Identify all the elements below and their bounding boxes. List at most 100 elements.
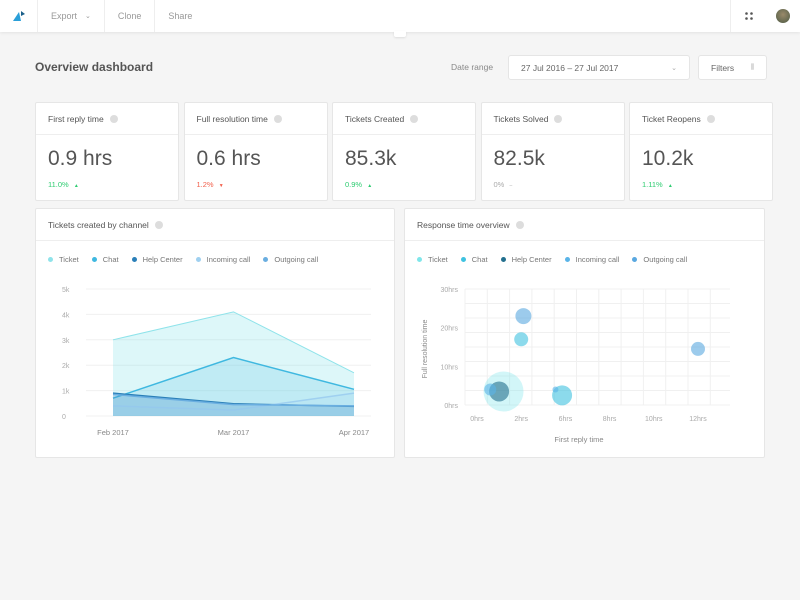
legend-item[interactable]: Chat <box>460 255 488 264</box>
help-icon[interactable] <box>515 220 524 229</box>
metric-label: Tickets Solved <box>493 113 549 124</box>
help-icon[interactable] <box>109 114 118 123</box>
legend-dot-icon <box>460 257 466 262</box>
x-tick-label: 8hrs <box>603 416 617 423</box>
top-bar: Export ⌄ Clone Share <box>0 0 800 32</box>
series-line <box>112 393 355 407</box>
help-icon[interactable] <box>554 114 563 123</box>
metric-value: 0.9 hrs <box>48 147 113 170</box>
bubble <box>484 383 497 396</box>
sliders-icon: ⫼ <box>750 63 754 71</box>
legend-item[interactable]: Outgoing call <box>263 255 318 264</box>
legend-item[interactable]: Help Center <box>131 255 183 264</box>
legend-dot-icon <box>632 257 638 262</box>
panel-title: Response time overview <box>417 219 510 230</box>
filters-label: Filters <box>711 62 735 73</box>
trend-up-icon: ▲ <box>367 183 373 189</box>
y-tick-label: 20hrs <box>440 326 458 333</box>
export-menu[interactable]: Export ⌄ <box>38 0 105 32</box>
logo-icon <box>12 11 25 21</box>
help-icon[interactable] <box>154 220 163 229</box>
metric-label: Ticket Reopens <box>642 113 701 124</box>
legend-label: Help Center <box>142 255 183 264</box>
metric-label: Tickets Created <box>345 113 405 124</box>
x-tick-label: Feb 2017 <box>97 428 129 437</box>
channel-chart-panel: Tickets created by channel Ticket Chat Hel… <box>35 208 395 458</box>
trend-down-icon: ▼ <box>218 183 224 189</box>
y-tick-label: 0 <box>62 414 66 421</box>
legend-item[interactable]: Help Center <box>500 255 552 264</box>
chevron-down-icon: ⌄ <box>671 64 677 72</box>
y-tick-label: 4k <box>62 312 70 319</box>
metric-card[interactable]: First reply time 0.9 hrs 11.0% ▲ <box>35 102 179 201</box>
legend-item[interactable]: Ticket <box>48 255 79 264</box>
metric-delta: 1.11% <box>642 180 663 189</box>
series-line <box>112 311 355 374</box>
legend-label: Incoming call <box>575 255 620 264</box>
y-tick-label: 30hrs <box>440 287 458 294</box>
metric-card[interactable]: Ticket Reopens 10.2k 1.11% ▲ <box>629 102 773 201</box>
panel-title: Tickets created by channel <box>48 219 149 230</box>
scatter-chart: 0hrs 10hrs 20hrs 30hrs 0hrs 2hrs 6hrs 8hrs 10hrs… <box>422 287 730 444</box>
metric-card[interactable]: Tickets Created 85.3k 0.9% ▲ <box>332 102 476 201</box>
x-tick-label: 2hrs <box>514 416 528 423</box>
page-title: Overview dashboard <box>35 60 154 74</box>
date-range-select[interactable]: 27 Jul 2016 – 27 Jul 2017 ⌄ <box>508 55 690 80</box>
y-tick-label: 10hrs <box>440 364 458 371</box>
date-range-value: 27 Jul 2016 – 27 Jul 2017 <box>521 62 619 73</box>
trend-up-icon: ▲ <box>73 183 79 189</box>
legend-dot-icon <box>564 257 570 262</box>
y-tick-label: 3k <box>62 338 70 345</box>
clone-label: Clone <box>117 11 142 21</box>
metric-label: Full resolution time <box>196 113 268 124</box>
share-button[interactable]: Share <box>155 0 205 32</box>
legend-dot-icon <box>500 257 506 262</box>
share-label: Share <box>168 11 193 21</box>
bubble <box>514 332 529 347</box>
bubble <box>691 341 705 356</box>
help-icon[interactable] <box>410 114 419 123</box>
legend-label: Ticket <box>59 255 79 264</box>
clone-button[interactable]: Clone <box>105 0 156 32</box>
logo[interactable] <box>0 0 38 32</box>
legend-item[interactable]: Incoming call <box>195 255 250 264</box>
avatar[interactable] <box>766 0 800 32</box>
legend-dot-icon <box>131 257 137 262</box>
metric-delta: 0.9% <box>345 180 363 189</box>
legend-dot-icon <box>91 257 97 262</box>
legend-item[interactable]: Chat <box>91 255 119 264</box>
legend-label: Chat <box>102 255 119 264</box>
legend-item[interactable]: Outgoing call <box>632 255 687 264</box>
x-axis-label: First reply time <box>554 435 603 444</box>
y-tick-label: 0hrs <box>444 403 458 410</box>
legend-dot-icon <box>195 257 201 262</box>
series-line <box>112 392 355 411</box>
legend-item[interactable]: Incoming call <box>564 255 620 264</box>
legend-label: Outgoing call <box>274 255 319 264</box>
bubble <box>552 386 559 393</box>
apps-grid-icon[interactable] <box>730 0 766 32</box>
legend-item[interactable]: Ticket <box>417 255 448 264</box>
legend-label: Outgoing call <box>643 255 688 264</box>
chevron-down-icon: ⌄ <box>85 13 91 20</box>
metric-label: First reply time <box>48 113 104 124</box>
collapse-handle[interactable] <box>394 31 406 37</box>
bubble <box>515 308 532 325</box>
response-chart-panel: Response time overview Ticket Chat Help Ce… <box>404 208 765 458</box>
y-axis-label: Full resolution time <box>422 320 429 379</box>
help-icon[interactable] <box>273 114 282 123</box>
metric-delta: 11.0% <box>48 180 69 189</box>
metric-delta: 0% <box>493 180 505 189</box>
metric-card[interactable]: Tickets Solved 82.5k 0% – <box>480 102 625 201</box>
trend-neutral-icon: – <box>509 183 513 189</box>
metric-value: 85.3k <box>345 147 397 170</box>
x-tick-label: Mar 2017 <box>218 428 250 437</box>
area-chart: 0 1k 2k 3k 4k 5k Feb 2017 Mar 2017 Apr 2017 <box>62 287 371 437</box>
export-label: Export <box>51 11 78 21</box>
legend-dot-icon <box>417 257 422 262</box>
help-icon[interactable] <box>706 114 715 123</box>
x-tick-label: Apr 2017 <box>339 428 369 437</box>
metric-card[interactable]: Full resolution time 0.6 hrs 1.2% ▼ <box>183 102 328 201</box>
filters-button[interactable]: Filters ⫼ <box>698 55 767 80</box>
legend-dot-icon <box>263 257 269 262</box>
